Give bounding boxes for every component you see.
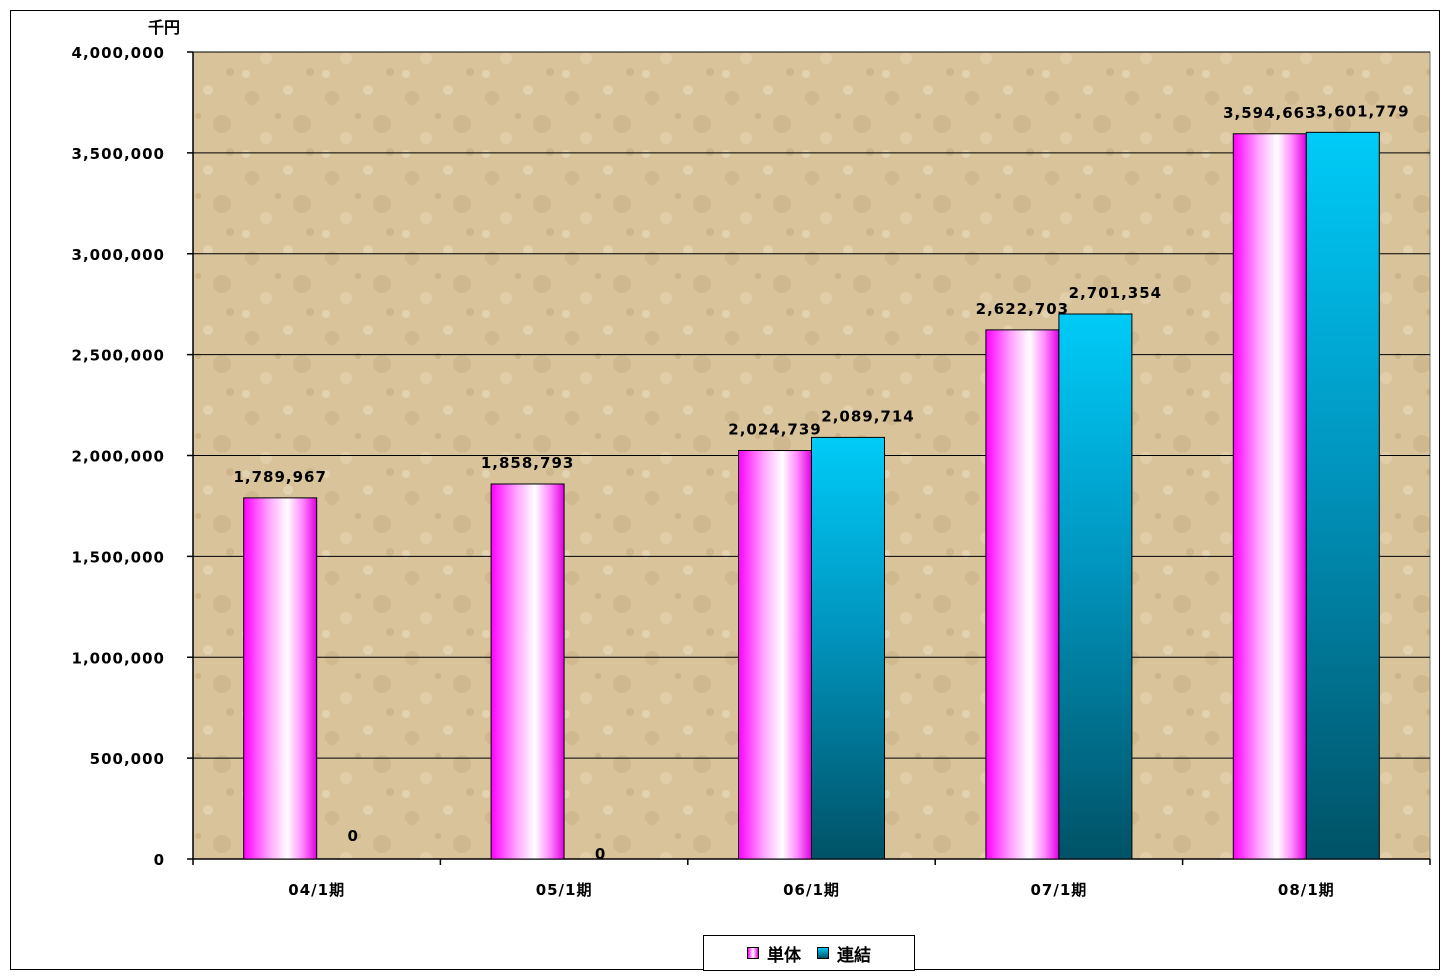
bar-single <box>1232 133 1307 860</box>
y-tick-label: 2,000,000 <box>72 448 165 466</box>
bar-consolidated <box>811 436 885 860</box>
legend-label-consolidated: 連結 <box>837 945 871 966</box>
x-tick-label: 05/1期 <box>536 881 593 899</box>
bar-single <box>490 483 565 860</box>
y-tick-label: 3,500,000 <box>72 145 165 163</box>
data-label-single: 1,858,793 <box>481 454 574 472</box>
x-tick-label: 04/1期 <box>288 881 345 899</box>
x-axis-ticks: 04/1期 05/1期 06/1期 07/1期 08/1期 <box>192 859 1431 899</box>
y-tick-label: 1,000,000 <box>72 649 165 667</box>
legend-label-single: 単体 <box>767 945 801 966</box>
data-labels: 1,789,967 1,858,793 2,024,739 2,622,703 3,59… <box>233 102 1409 863</box>
y-axis-ticks: 0 500,000 1,000,000 1,500,000 2,000,000 2,500… <box>72 44 193 869</box>
bar-single <box>738 450 812 860</box>
data-label-single: 2,024,739 <box>728 421 821 439</box>
data-label-consolidated: 0 <box>595 845 606 863</box>
legend-swatch-single <box>747 947 759 959</box>
y-unit-label: 千円 <box>148 18 180 37</box>
data-label-single: 1,789,967 <box>233 468 326 486</box>
data-label-consolidated: 2,089,714 <box>821 407 914 425</box>
data-label-single: 2,622,703 <box>976 300 1069 318</box>
x-tick-label: 08/1期 <box>1278 881 1335 899</box>
bar-single <box>985 329 1060 860</box>
x-tick-label: 06/1期 <box>783 881 840 899</box>
data-label-consolidated: 3,601,779 <box>1316 102 1409 120</box>
y-tick-label: 2,500,000 <box>72 347 165 365</box>
x-tick-label: 07/1期 <box>1031 881 1088 899</box>
bar-consolidated <box>1058 313 1133 860</box>
bars <box>243 131 1380 860</box>
data-label-consolidated: 0 <box>347 827 358 845</box>
y-tick-label: 1,500,000 <box>72 548 165 566</box>
legend-swatch-consolidated <box>817 947 829 959</box>
y-tick-label: 4,000,000 <box>72 44 165 62</box>
legend-item-single: 単体 <box>747 941 801 966</box>
data-label-single: 3,594,663 <box>1223 104 1316 122</box>
legend-item-consolidated: 連結 <box>817 941 871 966</box>
y-tick-label: 3,000,000 <box>72 246 165 264</box>
legend: 単体 連結 <box>703 935 915 971</box>
bar-consolidated <box>1305 131 1380 860</box>
data-label-consolidated: 2,701,354 <box>1069 284 1162 302</box>
bar-single <box>243 497 318 860</box>
y-tick-label: 500,000 <box>90 750 165 768</box>
y-tick-label: 0 <box>154 851 165 869</box>
